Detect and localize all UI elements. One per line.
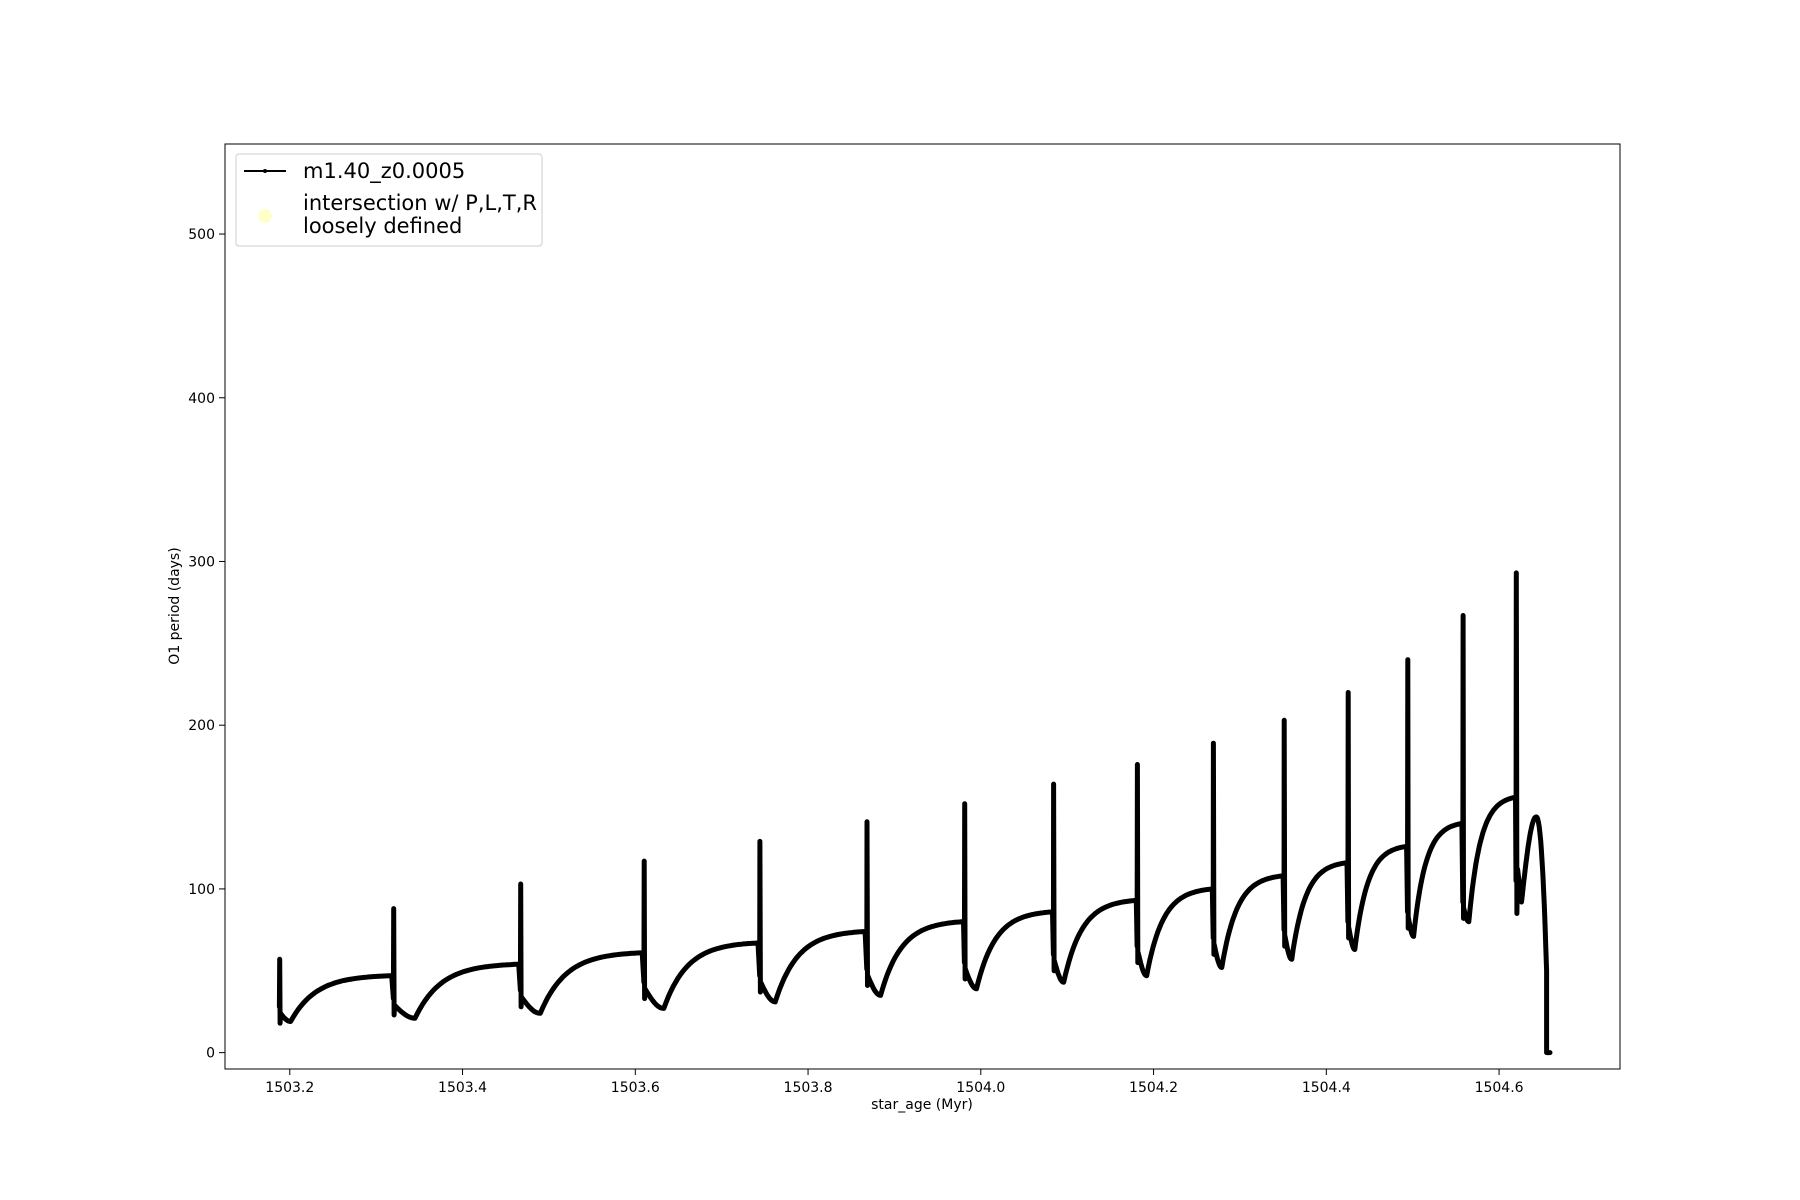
legend-dot-marker: [263, 169, 267, 173]
x-tick-label: 1503.6: [611, 1080, 660, 1096]
legend-label-intersection-line2: loosely defined: [303, 214, 462, 238]
x-tick-label: 1503.2: [265, 1080, 314, 1096]
plot-frame: [224, 143, 1621, 1070]
series-layer: [276, 570, 1553, 1056]
x-tick-label: 1504.6: [1475, 1080, 1524, 1096]
legend-label-series: m1.40_z0.0005: [303, 159, 465, 184]
x-tick-label: 1504.0: [956, 1080, 1005, 1096]
y-tick-label: 0: [206, 1046, 215, 1062]
y-tick-label: 100: [188, 882, 215, 898]
y-tick-label: 500: [188, 227, 215, 243]
series-line-m1.40_z0.0005: [276, 570, 1553, 1056]
legend: m1.40_z0.0005 intersection w/ P,L,T,R lo…: [235, 153, 543, 247]
y-axis: 0 100 200 300 400 500: [188, 227, 225, 1062]
x-axis: 1503.2 1503.4 1503.6 1503.8 1504.0 1504.2 1504…: [265, 1069, 1524, 1096]
legend-circle-marker: [258, 209, 272, 223]
x-tick-label: 1504.4: [1302, 1080, 1351, 1096]
x-tick-label: 1504.2: [1129, 1080, 1178, 1096]
y-axis-label: O1 period (days): [167, 547, 183, 664]
legend-label-intersection-line1: intersection w/ P,L,T,R: [303, 191, 537, 215]
y-tick-label: 300: [188, 554, 215, 570]
y-tick-label: 400: [188, 391, 215, 407]
legend-box: [235, 153, 543, 247]
x-tick-label: 1503.8: [784, 1080, 833, 1096]
y-tick-label: 200: [188, 718, 215, 734]
x-axis-label: star_age (Myr): [871, 1097, 973, 1113]
x-tick-label: 1503.4: [438, 1080, 487, 1096]
